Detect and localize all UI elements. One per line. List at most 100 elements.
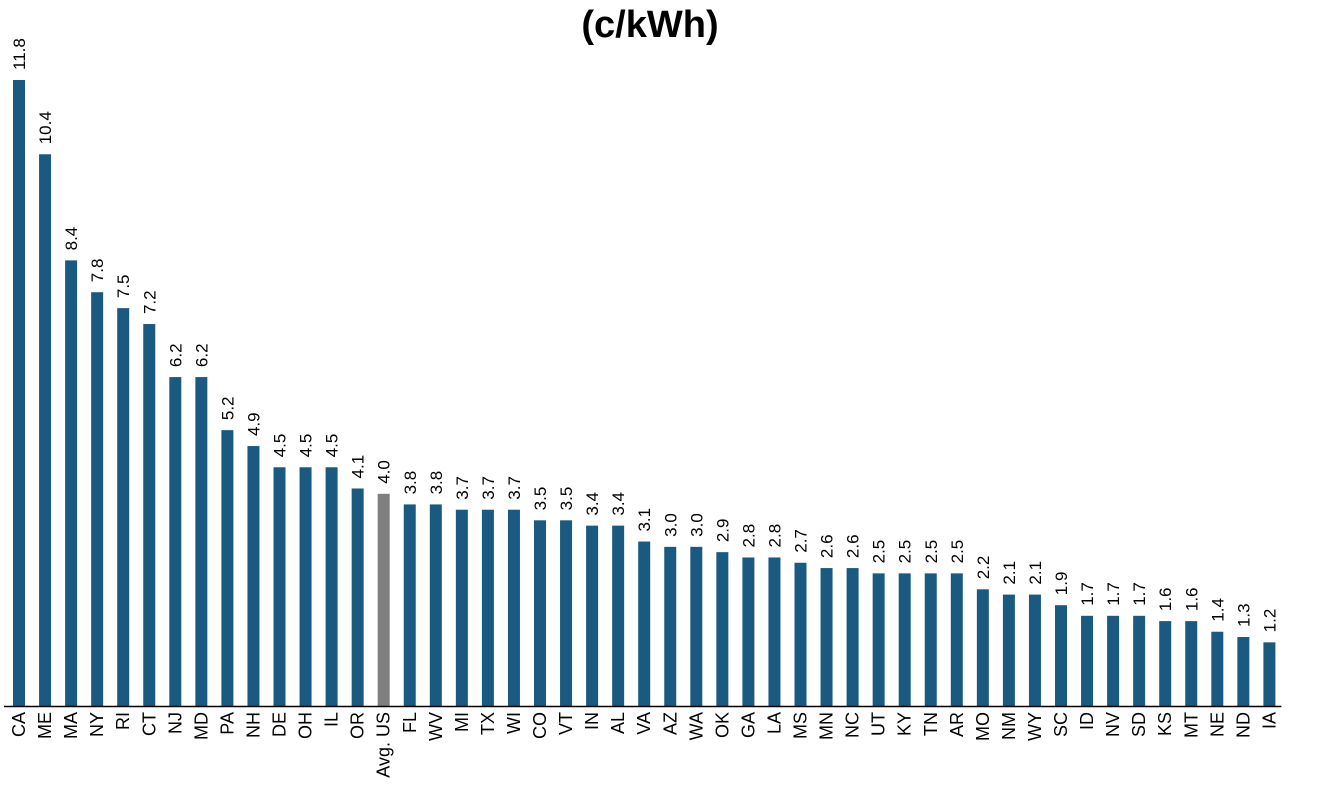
tick-label-nv: NV: [1103, 712, 1123, 737]
tick-label-tn: TN: [921, 712, 941, 736]
tick-label-wi: WI: [504, 712, 524, 734]
tick-label-ok: OK: [712, 712, 732, 738]
value-label-avg-us: 4.0: [375, 460, 394, 484]
tick-label-nh: NH: [243, 712, 263, 738]
tick-label-ma: MA: [61, 712, 81, 739]
value-label-nv: 1.7: [1104, 582, 1123, 606]
bar-il: [325, 467, 338, 706]
bar-al: [612, 525, 625, 706]
value-label-ma: 8.4: [62, 227, 81, 251]
tick-label-oh: OH: [296, 712, 316, 739]
value-label-sc: 1.9: [1052, 572, 1071, 596]
bar-me: [39, 154, 52, 706]
value-label-ri: 7.5: [114, 274, 133, 298]
bar-fl: [403, 504, 416, 706]
value-label-md: 6.2: [192, 343, 211, 367]
value-label-il: 4.5: [323, 434, 342, 458]
tick-label-ga: GA: [738, 712, 758, 738]
value-label-az: 3.0: [661, 513, 680, 537]
tick-label-in: IN: [582, 712, 602, 730]
value-label-pa: 5.2: [218, 396, 237, 420]
bar-avg-us: [377, 493, 390, 706]
bar-nh: [247, 446, 260, 706]
tick-label-mt: MT: [1181, 712, 1201, 738]
value-label-sd: 1.7: [1130, 582, 1149, 606]
value-label-tx: 3.7: [479, 476, 498, 500]
tick-label-or: OR: [348, 712, 368, 739]
bar-md: [195, 377, 208, 706]
value-label-wy: 2.1: [1026, 561, 1045, 585]
value-label-fl: 3.8: [401, 471, 420, 495]
tick-label-wy: WY: [1025, 712, 1045, 741]
tick-label-mn: MN: [817, 712, 837, 740]
bar-wv: [429, 504, 442, 706]
tick-label-ca: CA: [9, 712, 29, 737]
tick-label-az: AZ: [660, 712, 680, 735]
tick-label-avg-us: Avg. US: [374, 712, 394, 778]
value-label-ks: 1.6: [1156, 587, 1175, 611]
bar-de: [273, 467, 286, 706]
bar-ca: [13, 80, 25, 706]
bar-mi: [455, 509, 468, 706]
value-label-nc: 2.6: [844, 534, 863, 558]
tick-label-ms: MS: [791, 712, 811, 739]
value-label-mi: 3.7: [453, 476, 472, 500]
tick-label-de: DE: [270, 712, 290, 737]
value-label-mt: 1.6: [1182, 587, 1201, 611]
bar-ky: [898, 573, 911, 706]
bars-group: [13, 80, 1276, 706]
tick-label-nm: NM: [999, 712, 1019, 740]
tick-label-tx: TX: [478, 712, 498, 735]
bar-nm: [1002, 594, 1015, 706]
tick-label-vt: VT: [556, 712, 576, 735]
value-label-vt: 3.5: [557, 487, 576, 511]
tick-labels-group: CA ME MA NY RI CT NJ MD PA NH DE OH IL OR Avg. US FL WV M…: [9, 712, 1279, 778]
tick-label-ne: NE: [1207, 712, 1227, 737]
value-label-mn: 2.6: [818, 534, 837, 558]
value-label-ok: 2.9: [713, 519, 732, 543]
value-label-va: 3.1: [635, 508, 654, 532]
bar-ks: [1159, 621, 1172, 706]
tick-label-mo: MO: [973, 712, 993, 741]
bar-nv: [1107, 615, 1120, 706]
value-label-tn: 2.5: [922, 540, 941, 564]
value-label-or: 4.1: [349, 455, 368, 479]
tick-label-md: MD: [191, 712, 211, 740]
bar-ut: [872, 573, 885, 706]
tick-label-nj: NJ: [165, 712, 185, 734]
bar-wa: [690, 546, 703, 706]
bar-ri: [117, 308, 130, 706]
bar-ia: [1263, 642, 1276, 706]
bar-az: [664, 546, 677, 706]
bar-id: [1081, 615, 1094, 706]
tick-label-ut: UT: [869, 712, 889, 736]
bar-nd: [1237, 637, 1250, 706]
bar-wy: [1028, 594, 1041, 706]
tick-label-id: ID: [1077, 712, 1097, 730]
value-label-ms: 2.7: [792, 529, 811, 553]
value-label-ct: 7.2: [140, 290, 159, 314]
tick-label-sc: SC: [1051, 712, 1071, 737]
value-label-nd: 1.3: [1234, 603, 1253, 627]
tick-label-co: CO: [530, 712, 550, 739]
tick-label-wv: WV: [426, 712, 446, 741]
tick-label-va: VA: [634, 712, 654, 735]
bar-ct: [143, 324, 156, 706]
value-label-ca: 11.8: [10, 38, 29, 70]
value-label-co: 3.5: [531, 487, 550, 511]
bar-oh: [299, 467, 312, 706]
bar-mo: [976, 589, 989, 706]
value-label-wv: 3.8: [427, 471, 446, 495]
bar-ms: [794, 562, 807, 706]
value-labels-group: 11.8 10.4 8.4 7.8 7.5 7.2 6.2 6.2 5.2 4.9 4.5 4.5 4.…: [10, 38, 1279, 632]
bar-ma: [65, 260, 78, 706]
value-label-ia: 1.2: [1260, 609, 1279, 633]
value-label-nm: 2.1: [1000, 561, 1019, 585]
tick-label-ar: AR: [947, 712, 967, 737]
bar-mt: [1185, 621, 1198, 706]
tick-label-la: LA: [764, 712, 784, 734]
tick-label-ky: KY: [895, 712, 915, 736]
value-label-al: 3.4: [609, 492, 628, 516]
bar-ny: [91, 292, 104, 706]
